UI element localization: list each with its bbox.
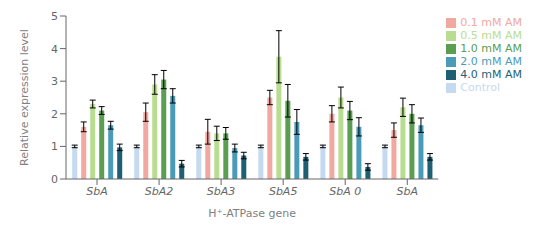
html-text:Control: Control: [460, 81, 500, 94]
html-text:1.0 mM AM: 1.0 mM AM: [460, 42, 522, 55]
svg-text:SbA5: SbA5: [269, 185, 298, 198]
svg-text:SbA3: SbA3: [207, 185, 236, 198]
svg-text:4: 4: [51, 43, 58, 56]
svg-text:SbA: SbA: [397, 185, 419, 198]
svg-text:Relative expression level: Relative expression level: [18, 29, 31, 166]
svg-text:SbA: SbA: [86, 185, 108, 198]
svg-text:3: 3: [51, 75, 58, 88]
svg-text:SbA2: SbA2: [145, 185, 174, 198]
svg-text:H⁺-ATPase gene: H⁺-ATPase gene: [208, 207, 296, 220]
html-text:4.0 mM AM: 4.0 mM AM: [460, 68, 522, 81]
svg-text:2: 2: [51, 108, 58, 121]
html-text:0.1 mM AM: 0.1 mM AM: [460, 16, 522, 29]
svg-text:5: 5: [51, 10, 58, 23]
html-text:0.5 mM AM: 0.5 mM AM: [460, 29, 522, 42]
svg-text:1: 1: [51, 140, 58, 153]
html-text:2.0 mM AM: 2.0 mM AM: [460, 55, 522, 68]
svg-text:0: 0: [51, 173, 58, 186]
svg-text:SbA 0: SbA 0: [329, 185, 361, 198]
